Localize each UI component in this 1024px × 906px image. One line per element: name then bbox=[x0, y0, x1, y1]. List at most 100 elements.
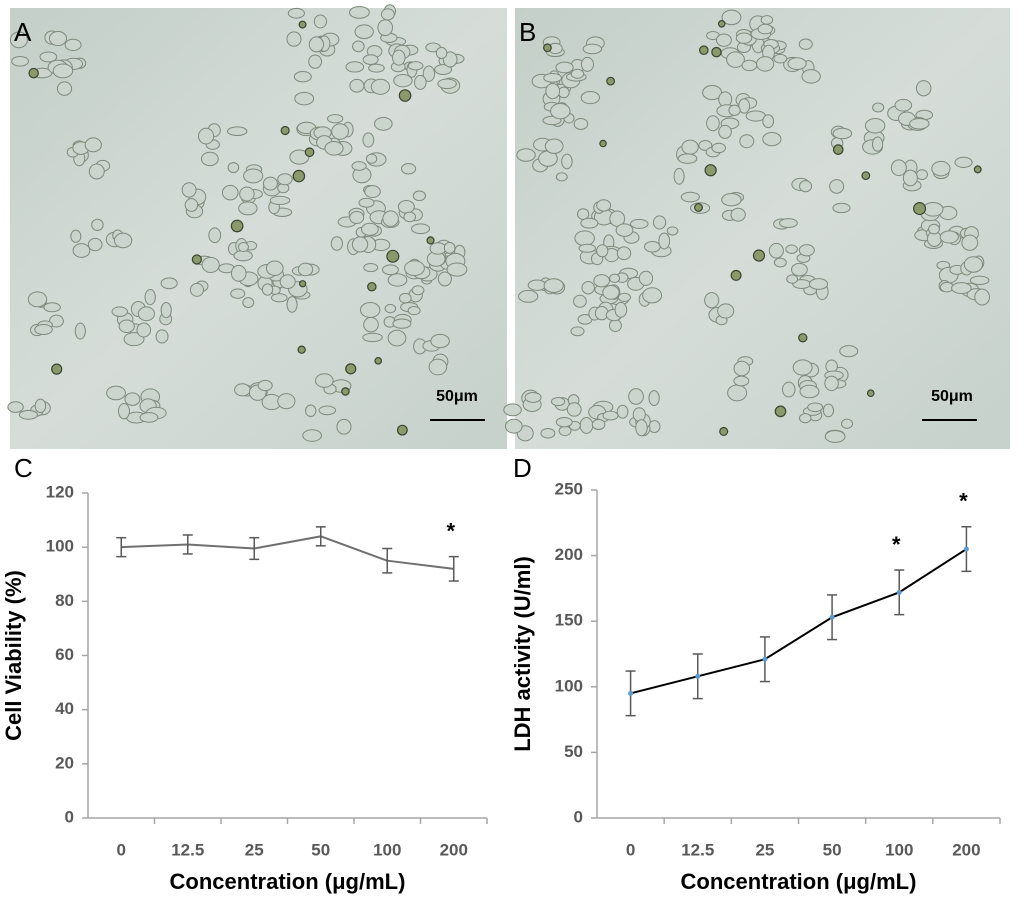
cell bbox=[711, 46, 722, 58]
cell bbox=[124, 392, 141, 406]
cell bbox=[756, 56, 775, 72]
cell bbox=[34, 398, 47, 414]
cell bbox=[437, 271, 452, 287]
cell bbox=[717, 19, 726, 28]
cell bbox=[113, 232, 133, 249]
cell bbox=[739, 134, 755, 149]
cell bbox=[414, 74, 427, 90]
cell bbox=[782, 381, 796, 398]
panel-label: C bbox=[14, 453, 33, 483]
cell bbox=[658, 232, 671, 250]
cell bbox=[349, 210, 365, 224]
cell bbox=[733, 360, 751, 377]
annotation: * bbox=[892, 532, 901, 557]
cell bbox=[503, 403, 522, 417]
cell bbox=[88, 163, 105, 180]
cell bbox=[616, 246, 632, 261]
cell bbox=[593, 274, 610, 288]
cell bbox=[11, 55, 29, 67]
cell bbox=[365, 153, 378, 164]
cell bbox=[349, 78, 365, 93]
cell bbox=[550, 103, 571, 120]
cell bbox=[632, 407, 646, 422]
x-tick-label: 12.5 bbox=[681, 840, 714, 859]
cell bbox=[51, 363, 63, 375]
cell bbox=[324, 141, 344, 156]
cell bbox=[574, 230, 595, 247]
cell bbox=[443, 241, 456, 254]
cell bbox=[799, 180, 813, 193]
cell bbox=[261, 283, 274, 296]
cell bbox=[411, 223, 431, 235]
cell bbox=[824, 375, 839, 392]
x-tick-label: 50 bbox=[311, 840, 330, 859]
cell bbox=[902, 169, 918, 187]
cell bbox=[954, 156, 973, 168]
cell bbox=[561, 153, 573, 170]
cell bbox=[721, 9, 742, 26]
cell bbox=[230, 264, 247, 282]
cell bbox=[208, 227, 222, 244]
cell bbox=[916, 169, 928, 181]
cell bbox=[728, 104, 741, 116]
cell bbox=[524, 391, 542, 403]
y-axis-label: LDH activity (U/ml) bbox=[510, 556, 535, 752]
cell bbox=[233, 250, 253, 262]
cell bbox=[974, 288, 990, 306]
cell bbox=[768, 242, 784, 259]
cell bbox=[39, 51, 58, 63]
cell bbox=[294, 91, 315, 106]
cell bbox=[374, 357, 383, 365]
cell bbox=[184, 198, 199, 212]
cell bbox=[608, 319, 622, 333]
cell bbox=[136, 322, 152, 338]
error-bar bbox=[182, 534, 193, 555]
cell bbox=[730, 207, 746, 222]
cell bbox=[345, 363, 357, 375]
cell bbox=[9, 31, 28, 49]
y-tick-label: 40 bbox=[55, 699, 74, 718]
cell bbox=[773, 53, 788, 64]
y-axis-label: Cell Viability (%) bbox=[1, 570, 26, 741]
cell bbox=[913, 202, 927, 216]
cell bbox=[351, 236, 369, 253]
cell bbox=[412, 190, 427, 202]
cell bbox=[555, 172, 568, 182]
cell bbox=[582, 43, 603, 55]
cell bbox=[298, 280, 307, 288]
data-point bbox=[628, 690, 634, 696]
cell bbox=[580, 217, 599, 229]
cell bbox=[397, 199, 415, 214]
data-line bbox=[630, 548, 967, 695]
x-tick-label: 100 bbox=[373, 840, 401, 859]
cell bbox=[807, 402, 824, 413]
scale-label: 50μm bbox=[436, 388, 478, 405]
cell bbox=[785, 244, 798, 254]
cell bbox=[297, 345, 306, 354]
cell bbox=[387, 329, 407, 347]
cell bbox=[648, 390, 660, 407]
cell bbox=[596, 244, 609, 258]
cell bbox=[362, 332, 383, 343]
cell bbox=[581, 280, 595, 295]
cell bbox=[642, 287, 663, 304]
cell bbox=[741, 59, 758, 72]
cell bbox=[555, 416, 573, 428]
cell bbox=[694, 203, 703, 212]
cell bbox=[680, 191, 700, 203]
cell bbox=[364, 185, 381, 199]
y-tick-label: 80 bbox=[55, 591, 74, 610]
cell bbox=[615, 223, 634, 237]
cell bbox=[351, 161, 367, 171]
annotation: * bbox=[446, 518, 455, 543]
cell bbox=[829, 179, 845, 194]
cell bbox=[28, 67, 39, 79]
cell bbox=[370, 78, 391, 95]
cell bbox=[374, 116, 393, 131]
cell bbox=[426, 236, 435, 245]
cell bbox=[527, 279, 547, 291]
cell bbox=[362, 132, 375, 148]
cell bbox=[643, 241, 661, 253]
x-tick-label: 25 bbox=[245, 840, 264, 859]
